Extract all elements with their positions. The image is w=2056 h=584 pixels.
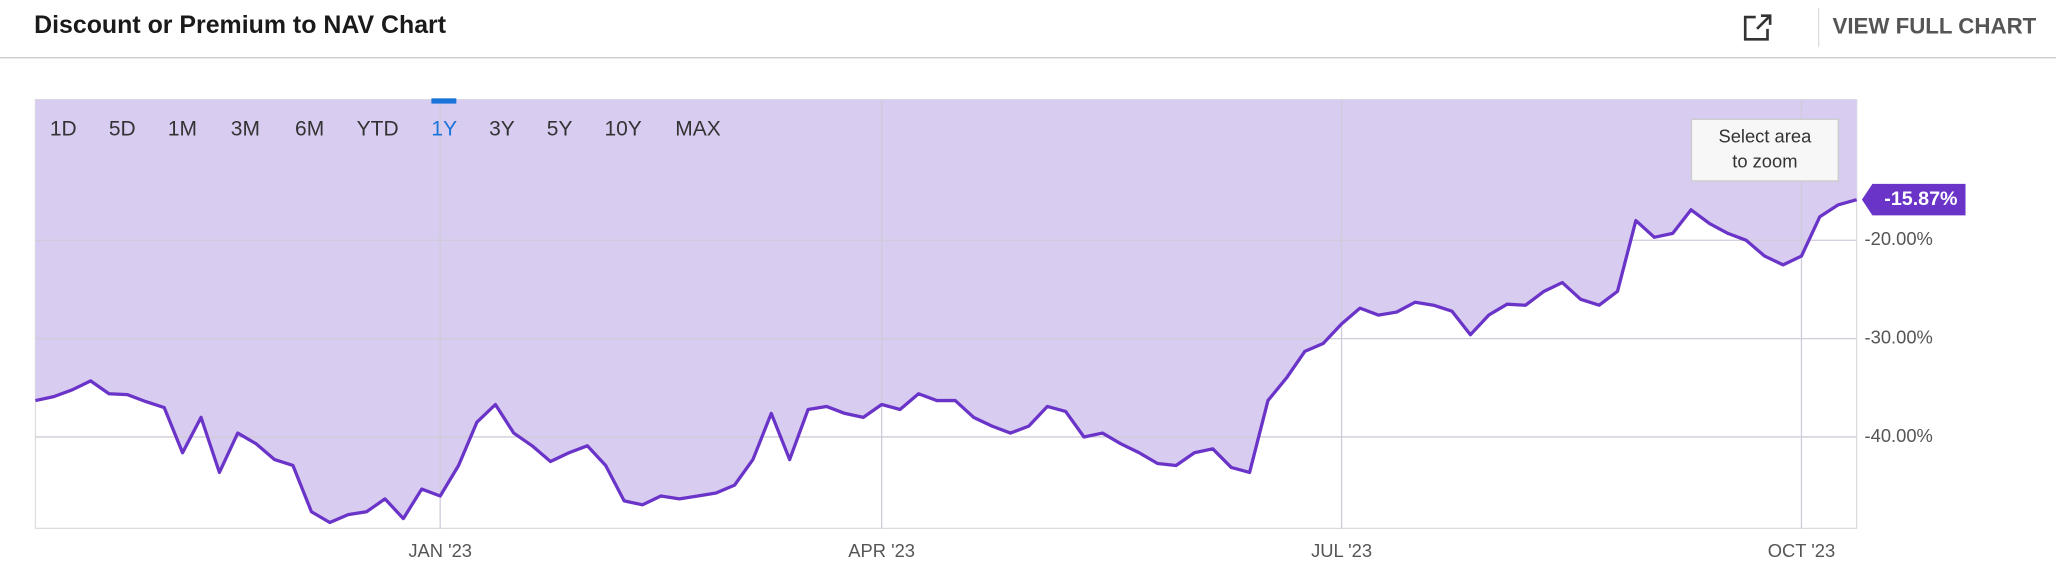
widget-title: Discount or Premium to NAV Chart	[34, 11, 446, 39]
range-indicator	[431, 98, 457, 104]
range-button[interactable]: 1Y	[431, 117, 457, 140]
range-button[interactable]: 5D	[109, 117, 136, 140]
range-button[interactable]: 3M	[231, 117, 260, 140]
range-button[interactable]: 6M	[295, 117, 324, 140]
open-icon[interactable]	[1743, 14, 1772, 41]
zoom-hint-box	[1690, 118, 1839, 182]
x-tick-label: APR '23	[848, 540, 915, 561]
range-button[interactable]: 1M	[168, 117, 197, 140]
range-button[interactable]: 1D	[50, 117, 77, 140]
area	[35, 99, 1857, 523]
view-full-chart[interactable]: VIEW FULL CHART	[1832, 13, 2036, 38]
x-tick-label: JAN '23	[408, 540, 472, 561]
value-label: -15.87%	[1884, 188, 1957, 210]
range-button[interactable]: 3Y	[489, 117, 515, 140]
x-tick-label: OCT '23	[1768, 540, 1835, 561]
y-tick-label: -30.00%	[1865, 326, 1933, 347]
value-flag	[1861, 183, 1966, 216]
x-tick-label: JUL '23	[1311, 540, 1372, 561]
zoom-hint: to zoom	[1732, 150, 1797, 171]
zoom-hint: Select area	[1718, 126, 1812, 147]
range-button[interactable]: YTD	[357, 117, 399, 140]
line	[35, 198, 1858, 525]
range-button[interactable]: 10Y	[604, 117, 641, 140]
y-tick-label: -40.00%	[1865, 425, 1933, 446]
range-button[interactable]: 5Y	[547, 117, 573, 140]
y-tick-label: -20.00%	[1865, 228, 1933, 249]
range-button[interactable]: MAX	[675, 117, 720, 140]
